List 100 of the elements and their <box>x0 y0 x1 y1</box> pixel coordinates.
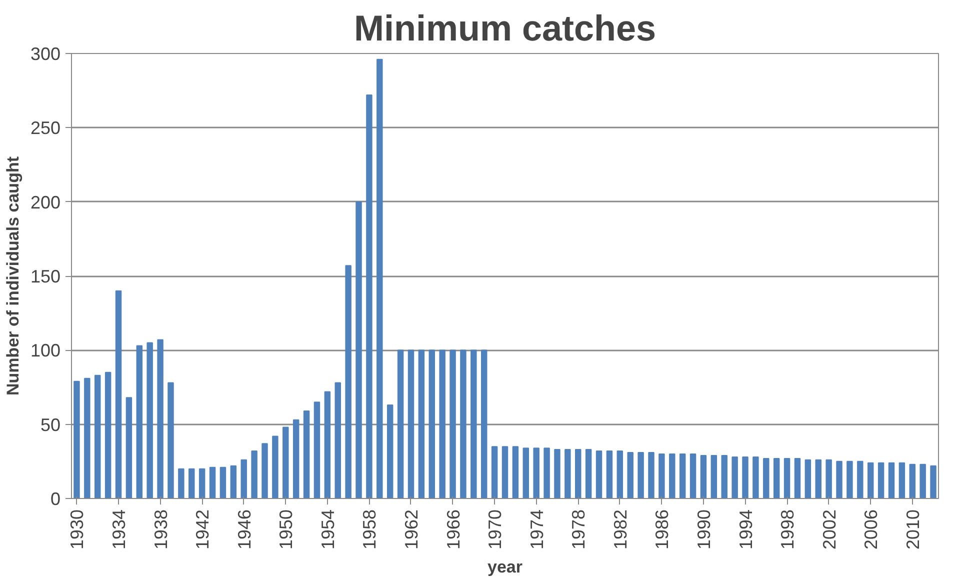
bar <box>418 350 425 498</box>
y-tick-label: 150 <box>30 266 61 286</box>
bar <box>544 448 550 498</box>
y-tick-label: 250 <box>30 118 61 138</box>
bar <box>836 460 842 498</box>
bar <box>251 450 258 498</box>
bar <box>104 372 112 498</box>
x-tick-label: 1998 <box>778 509 798 550</box>
bar <box>857 460 864 498</box>
bar <box>460 350 466 498</box>
bar <box>554 449 560 498</box>
bar <box>115 290 122 498</box>
bar <box>742 456 748 498</box>
x-axis-title: year <box>488 558 523 577</box>
bar <box>502 446 508 498</box>
x-tick-label: 1982 <box>610 509 630 550</box>
bar <box>606 450 613 498</box>
x-tick-label: 2002 <box>819 509 840 550</box>
bar <box>314 402 320 498</box>
bar <box>345 265 352 498</box>
bar <box>658 454 665 498</box>
bar <box>878 462 884 498</box>
bar <box>94 374 101 498</box>
bar <box>303 410 310 498</box>
bar <box>721 454 728 498</box>
bar <box>262 443 268 498</box>
bar <box>198 468 206 498</box>
x-tick-label: 1978 <box>568 509 589 550</box>
bar <box>282 426 289 498</box>
bar <box>230 465 237 498</box>
bar <box>209 466 216 498</box>
bar <box>846 460 853 498</box>
bar <box>794 458 801 498</box>
bar <box>188 468 195 498</box>
bar <box>564 449 571 498</box>
bar <box>920 464 926 498</box>
x-tick-label: 1962 <box>401 509 422 550</box>
bar <box>334 382 341 498</box>
bar <box>178 468 184 498</box>
bar <box>815 459 822 498</box>
bar <box>784 458 790 498</box>
bar <box>470 350 477 498</box>
x-tick-label: 1974 <box>526 509 547 550</box>
bar <box>512 446 519 498</box>
x-tick-label: 2006 <box>861 509 882 550</box>
bar <box>84 378 90 498</box>
bar <box>616 450 624 498</box>
y-axis-title: Number of individuals caught <box>3 156 22 396</box>
bar <box>710 454 718 498</box>
bar <box>867 462 874 498</box>
bar <box>585 449 592 498</box>
bar <box>491 446 498 498</box>
x-tick-label: 1934 <box>109 509 130 550</box>
bar <box>366 94 372 498</box>
bar <box>826 459 832 498</box>
bar <box>575 449 582 498</box>
bar <box>386 404 394 498</box>
bar <box>126 397 132 498</box>
bar <box>763 458 770 498</box>
x-tick-label: 1930 <box>67 509 88 550</box>
x-tick-label: 1958 <box>360 509 380 550</box>
bar <box>627 452 634 498</box>
bar <box>136 345 143 498</box>
bar <box>898 462 906 498</box>
x-tick-label: 1946 <box>234 509 254 550</box>
bar <box>804 459 812 498</box>
bar <box>397 350 404 498</box>
y-tick-label: 50 <box>40 414 61 435</box>
bar <box>439 350 446 498</box>
x-tick-label: 1994 <box>736 509 756 550</box>
bar <box>356 201 362 498</box>
y-tick-label: 100 <box>30 340 61 361</box>
bar <box>240 459 247 498</box>
bar <box>732 456 738 498</box>
bar <box>428 350 435 498</box>
bar <box>909 464 916 498</box>
x-tick-label: 1950 <box>276 509 296 550</box>
bar <box>168 382 174 498</box>
bar <box>773 458 780 498</box>
bar <box>679 454 686 498</box>
x-tick-label: 2010 <box>902 509 923 550</box>
bar <box>408 350 414 498</box>
bar <box>690 454 696 498</box>
x-tick-label: 1990 <box>694 509 714 550</box>
bar <box>752 456 759 498</box>
bar <box>533 448 540 498</box>
bar <box>700 454 707 498</box>
x-tick-label: 1970 <box>485 509 506 550</box>
x-tick-label: 1942 <box>192 509 213 550</box>
bar <box>450 350 456 498</box>
bar <box>669 454 676 498</box>
chart-title: Minimum catches <box>354 8 656 48</box>
bar <box>324 391 331 498</box>
bar <box>480 350 488 498</box>
bar <box>596 450 602 498</box>
y-tick-label: 300 <box>30 44 61 64</box>
bar <box>74 380 80 498</box>
bar <box>648 452 654 498</box>
bar <box>157 339 164 498</box>
bar <box>220 466 226 498</box>
